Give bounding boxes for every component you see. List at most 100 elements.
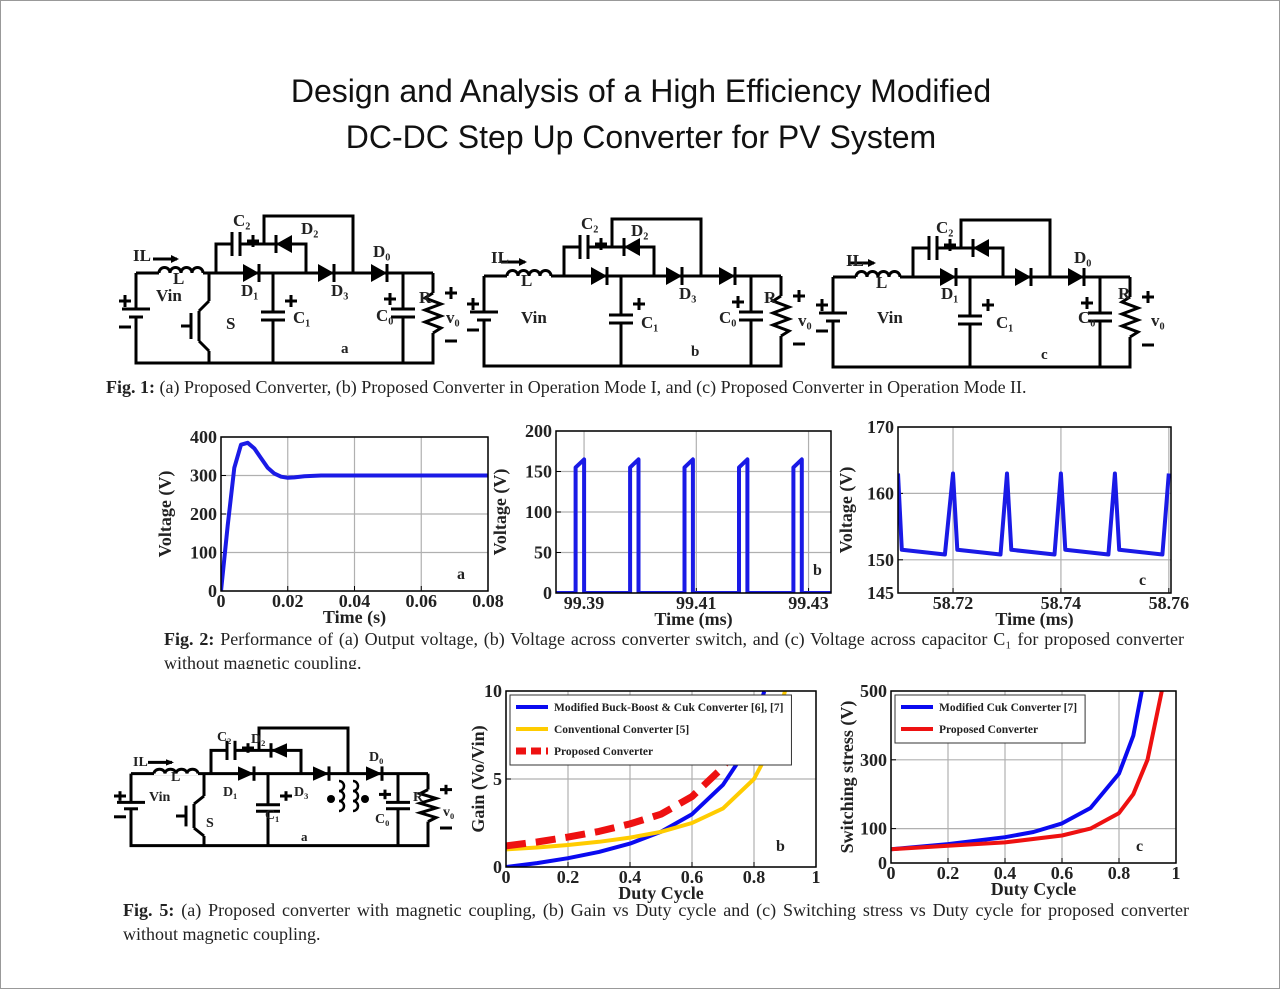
- plot-frame: [505, 690, 817, 868]
- diode: [271, 743, 287, 758]
- diode: [313, 766, 329, 781]
- arrow-head: [519, 258, 527, 266]
- plot-frame: [890, 690, 1177, 864]
- circuit-label: C₁: [996, 313, 1013, 332]
- y-tick-label: 0: [878, 853, 887, 873]
- circuit-label: C₁: [641, 313, 658, 332]
- circuit-label: C₀: [376, 306, 393, 325]
- x-tick-label: 0.2: [937, 863, 960, 883]
- circuit-label: v₀: [798, 311, 812, 330]
- x-tick-label: 0.08: [472, 591, 504, 611]
- gap: [232, 232, 240, 256]
- gap: [227, 740, 235, 760]
- circuit-label: S: [206, 816, 214, 831]
- y-tick-label: 5: [493, 769, 502, 789]
- y-tick-label: 150: [867, 550, 894, 570]
- y-tick-label: 145: [867, 583, 894, 603]
- arrow-head: [171, 255, 179, 263]
- x-tick-label: 0.4: [619, 867, 642, 887]
- y-tick-label: 100: [190, 543, 217, 563]
- diode: [366, 766, 382, 781]
- arrow-head: [166, 759, 174, 766]
- legend-label: Proposed Converter: [554, 746, 653, 758]
- circuit-label: L: [521, 271, 532, 290]
- circuit: [119, 216, 457, 363]
- caption-text: (a) Proposed converter with magnetic cou…: [123, 900, 1190, 944]
- y-tick-label: 400: [190, 427, 217, 447]
- y-tick-label: 160: [867, 483, 894, 503]
- panel-tag: c: [1136, 838, 1143, 855]
- diode: [666, 267, 682, 285]
- circuit-label: D₂: [301, 219, 318, 238]
- panel-tag: c: [1139, 572, 1146, 589]
- y-axis-label: Voltage (V): [155, 471, 176, 558]
- circuit-label: v₀: [443, 805, 454, 820]
- x-axis-label: Duty Cycle: [991, 879, 1076, 899]
- gap: [196, 796, 212, 836]
- wire: [564, 247, 654, 276]
- gap: [580, 235, 588, 259]
- gap: [609, 315, 633, 323]
- y-tick-label: 150: [525, 462, 552, 482]
- circuit-label: v₀: [1151, 311, 1165, 330]
- stroke: [194, 828, 204, 836]
- circuit-label: Vin: [877, 308, 903, 327]
- y-tick-label: 170: [867, 417, 894, 437]
- x-axis-label: Time (s): [323, 607, 386, 628]
- caption-label: Fig. 1:: [106, 377, 155, 397]
- circuit-label: IL: [133, 246, 151, 265]
- legend-box: [509, 694, 792, 766]
- legend-label: Modified Cuk Converter [7]: [939, 702, 1077, 714]
- stroke: [199, 341, 209, 351]
- stroke: [199, 301, 209, 311]
- legend-label: Proposed Converter: [939, 724, 1038, 736]
- gap: [386, 802, 410, 809]
- panel-tag: b: [776, 838, 785, 855]
- circuit: [114, 728, 452, 846]
- x-tick-label: 0.8: [1108, 863, 1131, 883]
- circuit-label: R: [413, 790, 424, 805]
- wire: [612, 219, 701, 276]
- y-tick-label: 200: [190, 504, 217, 524]
- dot: [327, 795, 335, 803]
- gap: [1088, 313, 1112, 321]
- gap: [261, 312, 285, 320]
- caption-text: (a) Proposed Converter, (b) Proposed Con…: [159, 377, 1027, 397]
- circuit-label: IL: [133, 755, 148, 770]
- legend-label: Modified Buck-Boost & Cuk Converter [6],…: [554, 702, 783, 714]
- x-tick-label: 0.6: [1051, 863, 1074, 883]
- y-tick-label: 100: [525, 502, 552, 522]
- inductor: [856, 272, 900, 278]
- circuit-label: Vin: [521, 308, 547, 327]
- x-tick-label: 58.76: [1149, 593, 1190, 613]
- y-tick-label: 100: [860, 819, 887, 839]
- circuit-label: C₀: [719, 308, 736, 327]
- diode: [624, 238, 640, 256]
- circuit-label: D₀: [369, 750, 383, 765]
- gap: [391, 309, 415, 317]
- wire: [961, 220, 1050, 277]
- y-tick-label: 0: [208, 581, 217, 601]
- y-tick-label: 300: [860, 750, 887, 770]
- x-tick-label: 0: [887, 863, 896, 883]
- circuit-label: v₀: [446, 308, 460, 327]
- circuit-label: D₂: [631, 221, 648, 240]
- x-axis-label: Time (ms): [654, 609, 732, 630]
- circuit-label: D₁: [941, 284, 958, 303]
- diode: [940, 268, 956, 286]
- x-axis-label: Time (ms): [995, 609, 1073, 630]
- x-tick-label: 0.6: [681, 867, 704, 887]
- resistor: [420, 790, 436, 822]
- circuit-label: D₁: [241, 281, 258, 300]
- y-axis-label: Voltage (V): [836, 467, 857, 554]
- x-tick-label: 99.43: [788, 593, 829, 613]
- arrow-head: [868, 259, 876, 267]
- circuit-label: C₁: [293, 308, 310, 327]
- wire: [259, 728, 348, 774]
- inductor: [154, 769, 198, 773]
- circuit-tag: a: [301, 829, 308, 844]
- panel-tag: b: [813, 562, 822, 579]
- circuit-label: IL: [846, 251, 864, 270]
- circuit-label: D₂: [251, 732, 265, 747]
